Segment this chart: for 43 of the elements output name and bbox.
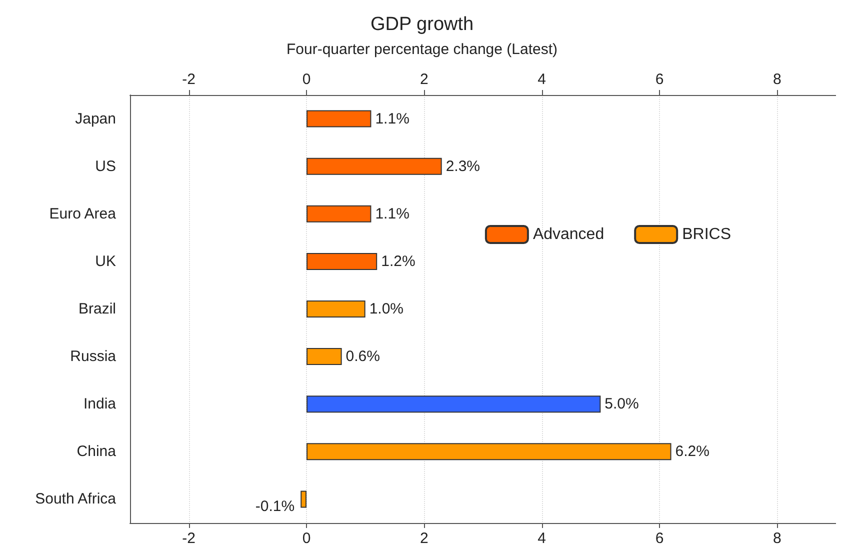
bar bbox=[300, 490, 306, 508]
x-tick-label: -2 bbox=[182, 530, 196, 547]
bar bbox=[306, 110, 372, 128]
x2-tick-label: 4 bbox=[538, 71, 546, 88]
x-tick-label: 6 bbox=[655, 530, 664, 547]
bar bbox=[306, 300, 366, 318]
legend-label: Advanced bbox=[532, 226, 604, 243]
bar bbox=[306, 443, 672, 460]
y-tick-label: Euro Area bbox=[49, 205, 117, 222]
data-label: 1.0% bbox=[369, 300, 404, 318]
bar bbox=[306, 396, 601, 413]
data-label: 1.1% bbox=[375, 205, 410, 222]
x2-tick-label: -2 bbox=[182, 71, 196, 88]
data-label: -0.1% bbox=[255, 498, 295, 516]
y-tick-label: South Africa bbox=[35, 490, 117, 508]
y-tick-label: Russia bbox=[70, 348, 117, 366]
data-label: 5.0% bbox=[604, 396, 639, 413]
y-tick-label: US bbox=[95, 158, 116, 175]
bar bbox=[306, 205, 372, 222]
x-tick-label: 8 bbox=[772, 530, 782, 547]
x-tick-label: 2 bbox=[420, 530, 428, 547]
x2-tick-label: 8 bbox=[772, 71, 782, 88]
y-tick-label: India bbox=[83, 396, 117, 413]
data-label: 1.2% bbox=[381, 252, 416, 270]
data-label: 2.3% bbox=[446, 158, 480, 175]
legend-label: BRICS bbox=[682, 226, 732, 243]
chart-title: GDP growth bbox=[370, 14, 474, 35]
x2-tick-label: 2 bbox=[420, 71, 428, 88]
data-label: 6.2% bbox=[675, 443, 710, 460]
x-tick-label: 0 bbox=[302, 530, 311, 547]
bar bbox=[306, 252, 378, 270]
data-label: 0.6% bbox=[346, 348, 380, 366]
x2-tick-label: 6 bbox=[655, 71, 664, 88]
x2-tick-label: 0 bbox=[302, 71, 311, 88]
y-tick-label: UK bbox=[95, 252, 116, 270]
chart-subtitle: Four-quarter percentage change (Latest) bbox=[286, 41, 558, 58]
y-tick-label: Japan bbox=[75, 110, 116, 128]
bar bbox=[306, 348, 342, 366]
y-tick-label: Brazil bbox=[78, 300, 116, 318]
bar bbox=[306, 158, 442, 175]
data-label: 1.1% bbox=[375, 110, 410, 128]
y-tick-label: China bbox=[76, 443, 117, 460]
x-tick-label: 4 bbox=[538, 530, 546, 547]
